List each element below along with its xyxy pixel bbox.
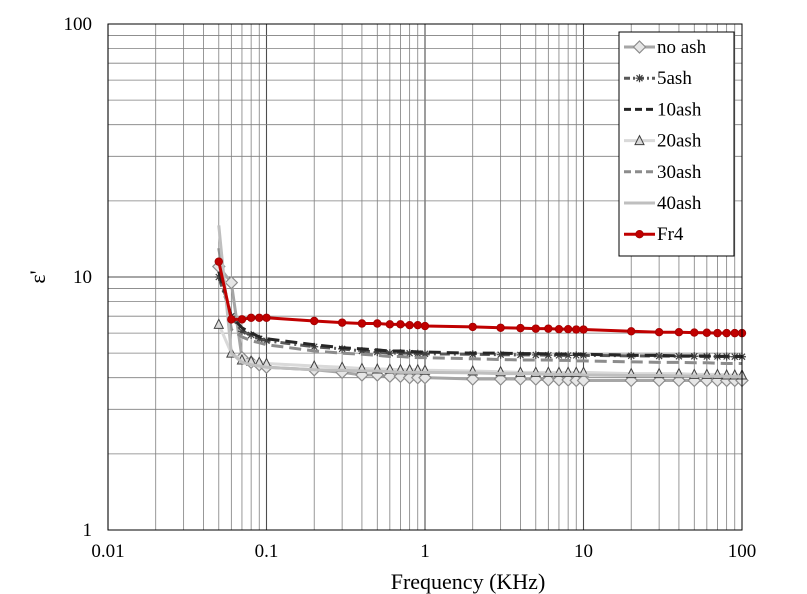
data-point-fr4 <box>262 313 271 322</box>
data-point-no-ash <box>465 372 480 386</box>
data-point-5ash <box>310 342 319 351</box>
data-point-fr4 <box>563 324 573 334</box>
data-point-5ash <box>237 327 246 336</box>
y-tick-label: 100 <box>64 14 93 35</box>
data-point-fr4 <box>396 320 405 329</box>
data-point-5ash <box>531 350 540 359</box>
grid <box>107 24 742 531</box>
data-point-5ash <box>396 349 405 358</box>
legend-label-5ash: 5ash <box>657 68 692 89</box>
data-point-5ash <box>373 348 382 357</box>
legend-item-10ash: 10ash <box>624 99 702 120</box>
data-point-5ash <box>357 346 366 355</box>
series-line-10ash <box>217 271 742 359</box>
data-point-5ash <box>405 349 414 358</box>
data-point-fr4 <box>579 325 588 334</box>
data-point-fr4 <box>544 324 553 333</box>
y-axis-title: ε' <box>25 270 50 283</box>
data-point-fr4 <box>405 320 414 330</box>
legend: no ash 5ash 10ash 20ash 30ash 40ash Fr4 <box>618 31 735 257</box>
data-point-5ash <box>564 351 573 360</box>
y-axis-ticks: 1 10 100 <box>64 14 93 541</box>
data-point-fr4 <box>702 328 712 337</box>
data-point-fr4 <box>516 323 525 333</box>
y-tick-label: 10 <box>73 267 92 288</box>
data-point-fr4 <box>214 257 223 266</box>
data-point-5ash <box>255 334 264 343</box>
data-point-fr4 <box>357 319 367 328</box>
legend-item-no-ash: no ash <box>624 37 707 58</box>
data-point-fr4 <box>496 323 505 332</box>
legend-item-5ash: 5ash <box>624 68 692 89</box>
data-point-fr4 <box>722 328 731 338</box>
data-point-no-ash <box>541 373 556 387</box>
x-tick-label: 0.1 <box>255 541 279 562</box>
legend-label-no-ash: no ash <box>657 37 707 58</box>
data-point-5ash <box>262 336 271 345</box>
data-point-fr4 <box>713 328 722 338</box>
data-point-fr4 <box>385 320 395 329</box>
data-point-fr4 <box>373 319 382 328</box>
data-point-fr4 <box>413 320 422 330</box>
data-point-fr4 <box>310 316 319 326</box>
x-axis-ticks: 0.01 0.1 1 10 100 <box>91 541 756 562</box>
plot-area-border <box>107 23 743 531</box>
data-point-5ash <box>655 352 664 361</box>
data-point-fr4 <box>255 313 264 322</box>
legend-label-20ash: 20ash <box>657 131 702 152</box>
series-40ash <box>217 225 742 379</box>
x-tick-label: 10 <box>574 541 593 562</box>
series-line-30ash <box>217 247 742 366</box>
data-point-5ash <box>247 330 256 339</box>
data-point-5ash <box>690 352 699 361</box>
data-point-5ash <box>496 350 505 359</box>
data-point-no-ash <box>224 275 239 290</box>
data-point-fr4 <box>237 315 247 324</box>
data-point-fr4 <box>337 318 347 327</box>
data-point-fr4 <box>627 327 636 336</box>
series-fr4 <box>214 257 747 338</box>
data-point-5ash <box>385 349 394 358</box>
data-point-fr4 <box>730 328 739 338</box>
data-point-fr4 <box>554 324 564 334</box>
data-point-fr4 <box>420 321 430 331</box>
data-point-fr4 <box>227 315 236 324</box>
data-point-5ash <box>413 349 422 358</box>
x-tick-label: 100 <box>728 541 757 562</box>
x-axis-title: Frequency (KHz) <box>391 569 546 594</box>
legend-marker-no-ash <box>632 40 647 54</box>
x-tick-label: 0.01 <box>91 541 124 562</box>
data-point-fr4 <box>531 324 540 333</box>
legend-marker-5ash <box>635 74 644 83</box>
series-10ash <box>217 271 742 359</box>
data-point-5ash <box>421 349 429 358</box>
data-point-fr4 <box>690 328 699 337</box>
data-point-fr4 <box>468 322 477 332</box>
series-30ash <box>217 247 742 366</box>
data-point-fr4 <box>246 313 256 322</box>
legend-item-20ash: 20ash <box>624 131 702 152</box>
legend-label-30ash: 30ash <box>657 162 702 183</box>
legend-item-30ash: 30ash <box>624 162 702 183</box>
data-point-5ash <box>674 352 683 361</box>
data-point-20ash <box>213 318 225 329</box>
legend-item-40ash: 40ash <box>624 193 702 214</box>
data-point-fr4 <box>572 325 581 334</box>
data-point-no-ash <box>576 373 591 388</box>
legend-marker-fr4 <box>635 229 644 239</box>
x-tick-label: 1 <box>420 541 430 562</box>
data-point-fr4 <box>654 328 664 337</box>
legend-item-fr4: Fr4 <box>624 224 684 245</box>
series-group <box>211 225 749 388</box>
series-line-40ash <box>217 225 742 379</box>
legend-marker-20ash <box>634 134 645 146</box>
legend-label-10ash: 10ash <box>657 99 702 120</box>
legend-label-fr4: Fr4 <box>657 224 684 245</box>
data-point-no-ash <box>552 373 566 387</box>
y-tick-label: 1 <box>83 520 93 541</box>
legend-label-40ash: 40ash <box>657 193 702 214</box>
data-point-fr4 <box>674 328 684 337</box>
